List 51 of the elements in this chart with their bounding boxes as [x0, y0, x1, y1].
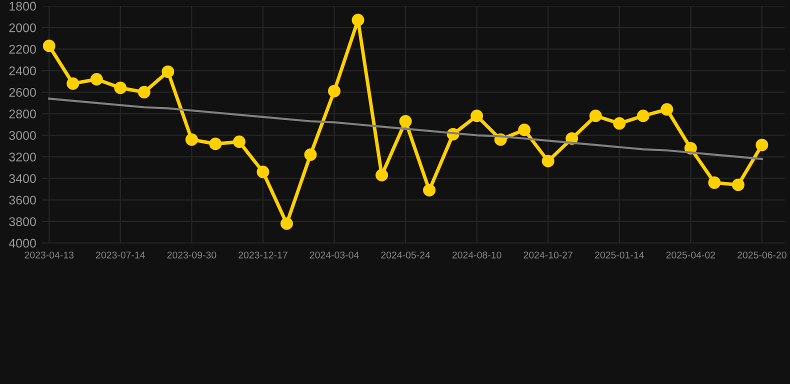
point: [732, 178, 744, 192]
point: [542, 154, 554, 168]
point: [42, 40, 56, 52]
point: [66, 77, 80, 90]
x-tick-label: 2024-10-27: [524, 252, 572, 258]
point: [756, 138, 768, 152]
point: [304, 148, 317, 161]
y-tick-label: 2200: [9, 44, 36, 54]
x-tick-label: 2025-01-14: [595, 252, 644, 258]
y-tick-label: 2400: [9, 66, 36, 76]
point: [708, 176, 721, 189]
point: [470, 110, 484, 122]
point: [162, 65, 174, 78]
point: [280, 217, 293, 230]
y-tick-label: 2800: [9, 110, 36, 118]
point: [376, 168, 388, 182]
point: [328, 84, 341, 98]
point: [352, 14, 364, 26]
point: [660, 103, 674, 116]
y-tick-label: 3800: [9, 217, 36, 226]
point: [636, 110, 650, 122]
y-tick-label: 3600: [9, 196, 36, 205]
x-tick-label: 2023-12-17: [238, 252, 288, 258]
y-tick-label: 4000: [8, 238, 36, 248]
point: [232, 135, 246, 148]
y-tick-label: 2600: [9, 88, 36, 97]
y-tick-label: 3200: [9, 152, 36, 162]
point: [613, 117, 626, 130]
x-tick-label: 2025-06-20: [738, 252, 786, 258]
point: [423, 184, 436, 196]
x-tick-label: 2024-08-10: [452, 252, 502, 258]
point: [209, 138, 222, 150]
point: [256, 166, 270, 178]
point: [90, 73, 103, 86]
point: [518, 124, 531, 136]
point: [185, 133, 198, 146]
y-tick-label: 3400: [9, 174, 36, 184]
point: [399, 115, 412, 128]
y-tick-label: 3000: [9, 131, 36, 140]
line-series: [48, 98, 763, 160]
x-tick-label: 2023-04-13: [24, 252, 74, 258]
x-tick-label: 2024-03-04: [310, 252, 359, 258]
x-tick-label: 2024-05-24: [381, 252, 430, 258]
point: [114, 82, 127, 94]
point: [589, 110, 602, 122]
y-tick-label: 1800: [10, 2, 36, 11]
point: [138, 86, 150, 98]
x-tick-label: 2023-07-14: [96, 252, 145, 258]
x-tick-label: 2023-09-30: [167, 252, 216, 258]
x-tick-label: 2025-04-02: [666, 252, 716, 258]
y-tick-label: 2000: [9, 23, 36, 32]
